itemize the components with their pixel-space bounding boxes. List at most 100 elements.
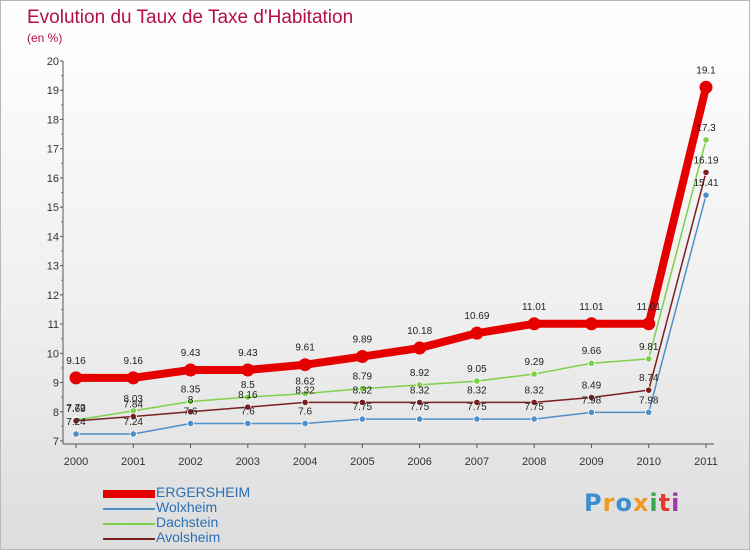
y-tick-label: 12 <box>47 290 59 302</box>
data-label: 7.75 <box>467 402 487 413</box>
data-point <box>301 419 309 428</box>
x-tick-label: 2004 <box>293 456 317 468</box>
data-label: 8.5 <box>241 380 255 391</box>
data-point <box>413 341 427 355</box>
y-tick-label: 15 <box>47 202 59 214</box>
data-point <box>584 317 598 331</box>
data-label: 7.24 <box>124 417 144 428</box>
data-point <box>301 390 309 398</box>
data-point <box>358 398 366 407</box>
data-label: 8.16 <box>238 390 258 401</box>
data-point <box>186 419 195 428</box>
data-label: 7.75 <box>410 402 430 413</box>
logo-letter: r <box>602 489 616 517</box>
data-label: 11.01 <box>579 302 604 313</box>
legend-swatch <box>103 489 155 498</box>
chart-subtitle: (en %) <box>27 31 63 45</box>
data-label: 9.66 <box>582 346 602 357</box>
series-line-avolsheim <box>75 171 707 422</box>
data-label: 11.01 <box>637 302 662 313</box>
data-point <box>645 408 653 416</box>
x-tick-label: 2000 <box>64 456 88 468</box>
data-label: 9.43 <box>181 348 201 359</box>
data-point <box>355 350 369 364</box>
data-point <box>241 363 255 377</box>
series-line-wolxheim <box>75 194 707 435</box>
data-label: 8 <box>188 395 194 406</box>
logo-letter: t <box>658 489 672 517</box>
data-label: 9.16 <box>124 356 144 367</box>
data-point <box>69 371 83 385</box>
data-point <box>416 398 424 407</box>
data-point <box>702 136 710 144</box>
logo-letter: o <box>615 489 633 517</box>
data-label: 9.29 <box>524 357 544 368</box>
x-tick-label: 2001 <box>121 456 145 468</box>
data-point <box>470 326 484 340</box>
data-label: 9.89 <box>353 335 373 346</box>
data-point <box>186 397 195 406</box>
legend-swatch <box>103 507 155 510</box>
legend-swatch <box>103 537 155 540</box>
data-label: 7.98 <box>582 395 602 406</box>
data-label: 8.03 <box>124 394 144 405</box>
data-label: 8.79 <box>353 372 373 383</box>
y-tick-label: 13 <box>47 261 59 273</box>
data-point <box>642 317 656 331</box>
data-label: 17.3 <box>696 123 716 134</box>
legend-item-wolxheim: Wolxheim <box>103 499 363 516</box>
data-label: 10.18 <box>407 326 432 337</box>
y-tick-label: 9 <box>53 378 59 390</box>
y-tick-label: 11 <box>48 319 59 331</box>
y-tick-label: 16 <box>47 173 59 185</box>
data-label: 9.43 <box>238 348 258 359</box>
data-label: 8.35 <box>181 385 201 396</box>
data-label: 7.6 <box>298 406 312 417</box>
data-point <box>301 398 309 407</box>
data-label: 9.16 <box>66 356 86 367</box>
data-label: 8.32 <box>410 385 430 396</box>
data-point <box>416 381 424 389</box>
data-point <box>72 417 80 425</box>
data-label: 7.6 <box>241 406 255 417</box>
data-label: 7.6 <box>184 406 198 417</box>
data-label: 16.19 <box>693 155 718 166</box>
data-point <box>126 371 140 385</box>
data-label: 7.84 <box>124 399 144 410</box>
x-tick-label: 2011 <box>694 456 718 468</box>
data-label: 10.69 <box>464 311 489 322</box>
data-label: 7.75 <box>353 402 373 413</box>
data-label: 15.41 <box>693 178 718 189</box>
y-tick-label: 18 <box>47 114 59 126</box>
data-point <box>473 377 481 385</box>
data-point <box>358 415 366 423</box>
data-label: 7.98 <box>639 395 659 406</box>
data-label: 8.62 <box>295 377 315 388</box>
data-point <box>530 398 538 407</box>
y-tick-label: 10 <box>47 348 59 360</box>
y-tick-label: 17 <box>47 144 59 156</box>
data-point <box>587 393 596 402</box>
data-label: 8.32 <box>353 385 373 396</box>
data-label: 7.75 <box>524 402 544 413</box>
data-label: 7.24 <box>66 417 86 428</box>
y-tick-label: 14 <box>47 231 59 243</box>
data-point <box>72 430 80 438</box>
data-label: 8.32 <box>467 385 487 396</box>
data-point <box>244 419 252 428</box>
legend-label: Wolxheim <box>156 499 218 515</box>
data-point <box>186 408 195 416</box>
y-tick-label: 7 <box>53 436 59 448</box>
x-tick-label: 2005 <box>350 456 374 468</box>
proxiti-logo: Proxiti <box>584 489 680 517</box>
x-tick-label: 2008 <box>522 456 546 468</box>
data-point <box>527 317 541 331</box>
y-tick-label: 19 <box>47 85 59 97</box>
data-point <box>129 430 137 438</box>
legend-item-dachstein: Dachstein <box>103 514 363 531</box>
logo-letter: i <box>649 489 659 517</box>
chart-legend: ERGERSHEIM Wolxheim Dachstein Avolsheim <box>103 484 363 546</box>
legend-label: Avolsheim <box>156 529 221 545</box>
x-tick-label: 2003 <box>236 456 260 468</box>
data-point <box>358 385 366 393</box>
